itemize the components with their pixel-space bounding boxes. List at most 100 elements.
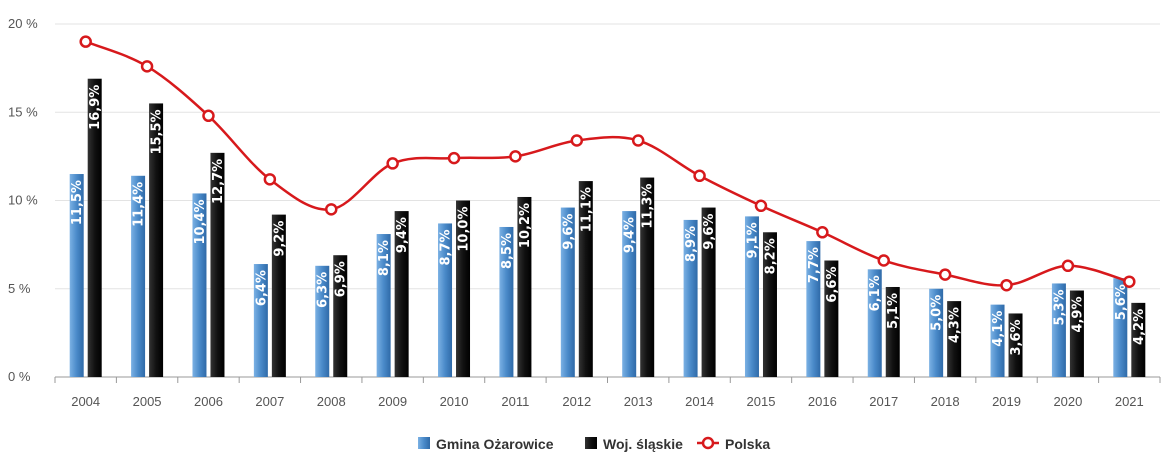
bar-woj-2009: [394, 211, 409, 377]
x-tick-label: 2005: [133, 394, 162, 409]
bar-gmina-2017: [867, 269, 882, 377]
polska-point-2009: [386, 157, 399, 170]
polska-point-2015: [754, 199, 768, 213]
legend: Gmina Ożarowice Woj. śląskie Polska: [418, 436, 770, 452]
bar-gmina-2009: [376, 234, 391, 377]
y-tick-label: 5 %: [8, 281, 31, 296]
data-label: 6,1%: [868, 275, 883, 311]
data-label: 6,6%: [825, 267, 840, 303]
bar-woj-2021: [1131, 302, 1146, 377]
y-axis: 0 % 5 % 10 % 15 % 20 %: [8, 16, 38, 384]
polska-point-2020: [1061, 259, 1075, 273]
data-label: 4,9%: [1070, 297, 1085, 333]
bar-woj-2013: [640, 177, 655, 377]
x-tick-label: 2014: [685, 394, 714, 409]
bar-gmina-2005: [131, 175, 146, 377]
bar-gmina-2013: [622, 211, 637, 377]
data-label: 7,7%: [807, 247, 822, 283]
bar-gmina-2015: [744, 216, 759, 377]
bar-woj-2019: [1008, 313, 1023, 377]
x-tick-label: 2021: [1115, 394, 1144, 409]
bar-woj-2017: [885, 286, 900, 377]
x-tick-label: 2015: [747, 394, 776, 409]
polska-point-2006: [202, 109, 215, 123]
data-label: 10,4%: [193, 199, 208, 244]
polska-point-2007: [263, 173, 277, 186]
bar-gmina-2019: [990, 304, 1005, 377]
data-label: 5,6%: [1114, 284, 1129, 320]
polska-point-2014: [693, 169, 706, 183]
x-tick-label: 2017: [869, 394, 898, 409]
data-label: 11,5%: [70, 180, 85, 225]
data-label: 8,2%: [763, 238, 778, 274]
data-label: 3,6%: [1009, 319, 1024, 355]
polska-point-2005: [140, 60, 154, 73]
data-label: 6,3%: [316, 272, 331, 308]
x-tick-label: 2011: [501, 394, 529, 409]
x-tick-label: 2019: [992, 394, 1021, 409]
data-label: 16,9%: [88, 85, 103, 130]
polska-point-2012: [570, 134, 584, 147]
bar-woj-2012: [578, 181, 593, 377]
bar-woj-2008: [333, 255, 348, 377]
bar-gmina-2021: [1113, 278, 1128, 377]
polska-series-line: [85, 40, 1130, 287]
data-label: 8,1%: [377, 240, 392, 276]
data-label: 15,5%: [150, 109, 165, 154]
data-label: 5,1%: [886, 293, 901, 329]
bars: 11,5% 11,4% 10,4% 6,4% 6,3% 8,1% 8,7% 8,5% 9,6% 9…: [69, 78, 1147, 378]
bar-gmina-2010: [438, 223, 453, 377]
data-label: 9,6%: [702, 214, 717, 250]
x-tick-label: 2006: [194, 394, 223, 409]
bar-gmina-2014: [683, 219, 698, 377]
x-tick-label: 2016: [808, 394, 837, 409]
polska-point-2011: [509, 150, 522, 163]
data-label: 8,9%: [684, 226, 699, 262]
bar-woj-2020: [1069, 290, 1084, 377]
y-tick-label: 15 %: [8, 104, 38, 119]
polska-point-2018: [938, 268, 952, 281]
legend-marker-polska: [701, 436, 715, 450]
polska-point-2021: [1123, 275, 1136, 288]
x-tick-label: 2004: [71, 394, 100, 409]
x-tick-label: 2012: [562, 394, 591, 409]
legend-swatch-gmina: [418, 437, 430, 449]
bar-gmina-2007: [253, 264, 268, 377]
bar-woj-2018: [947, 301, 962, 377]
data-label: 11,3%: [641, 184, 656, 229]
data-label: 9,6%: [561, 214, 576, 250]
x-axis: 2004 2005 2006 2007 2008 2009 2010 2011 2012 2013…: [54, 377, 1161, 409]
data-label: 4,1%: [991, 311, 1006, 347]
polska-point-2016: [816, 226, 829, 239]
polska-point-2017: [877, 254, 890, 267]
bar-woj-2016: [824, 260, 839, 377]
y-tick-label: 20 %: [8, 16, 38, 31]
y-tick-label: 10 %: [8, 193, 38, 208]
data-label: 5,0%: [930, 295, 945, 331]
bar-woj-2006: [210, 152, 225, 377]
y-tick-label: 0 %: [8, 369, 31, 384]
bar-gmina-2011: [499, 226, 514, 377]
x-tick-label: 2010: [440, 394, 469, 409]
bar-gmina-2020: [1051, 283, 1066, 377]
bar-gmina-2004: [69, 174, 84, 377]
data-label: 6,4%: [254, 270, 269, 306]
legend-label-gmina: Gmina Ożarowice: [436, 436, 554, 452]
x-tick-label: 2020: [1053, 394, 1082, 409]
bar-gmina-2012: [560, 207, 575, 377]
data-label: 9,2%: [272, 221, 287, 257]
x-tick-label: 2009: [378, 394, 407, 409]
polska-point-2004: [79, 35, 92, 48]
data-label: 9,4%: [623, 217, 638, 253]
x-tick-label: 2007: [255, 394, 284, 409]
polska-line: [79, 35, 1136, 292]
polska-point-2008: [325, 203, 338, 216]
bar-woj-2015: [762, 232, 777, 377]
bar-gmina-2016: [806, 241, 821, 377]
bar-woj-2010: [456, 200, 471, 377]
data-label: 8,5%: [500, 233, 515, 269]
data-label: 10,2%: [518, 203, 533, 248]
legend-label-woj: Woj. śląskie: [603, 436, 683, 452]
bar-gmina-2018: [929, 288, 944, 377]
